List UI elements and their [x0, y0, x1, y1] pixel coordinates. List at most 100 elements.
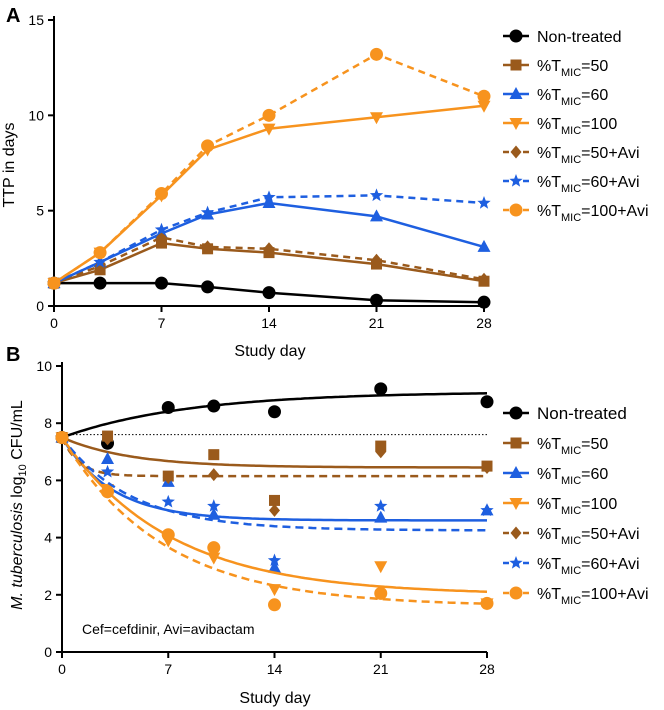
panel-b-point-t50 — [208, 449, 220, 461]
panel-b-fit-t50a — [60, 436, 487, 478]
panel-b-legend-prefix: %T — [537, 526, 561, 543]
panel-b-series-t100a — [55, 431, 494, 612]
panel-b-x-tick-label: 7 — [164, 661, 172, 677]
panel-b-legend-sub: MIC — [561, 535, 581, 547]
panel-b-legend-marker-circle — [509, 406, 523, 420]
panel-b-point-t100a — [480, 596, 494, 610]
panel-b-legend-prefix: %T — [537, 466, 561, 483]
panel-b-ylabel-sub: 10 — [17, 464, 29, 476]
panel-b-legend-suffix: =50+Avi — [581, 526, 639, 543]
panel-a-point-t60 — [477, 239, 491, 252]
panel-b-point-t60a — [374, 499, 388, 512]
panel-b-fit-t60 — [60, 436, 487, 522]
panel-b-y-tick-label: 4 — [44, 530, 52, 546]
panel-b-legend-suffix: =100 — [581, 496, 617, 513]
panel-a-legend-item-t60a: %TMIC=60+Avi — [503, 174, 640, 195]
panel-a-legend-marker-circle — [509, 29, 523, 43]
panel-b-point-t50a — [162, 471, 174, 485]
panel-a-legend-sub: MIC — [561, 125, 581, 137]
panel-a-legend-item-t60: %TMIC=60 — [503, 87, 608, 108]
panel-b-point-t60a — [267, 553, 282, 567]
panel-a-x-tick-label: 28 — [476, 315, 492, 331]
panel-a-legend-marker-square — [510, 59, 522, 71]
panel-a-point-t100a — [262, 108, 276, 122]
panel-a-legend-item-t50: %TMIC=50 — [503, 58, 608, 79]
panel-b-fit-t50 — [61, 436, 487, 469]
panel-a-point-t50a — [478, 272, 490, 286]
panel-b-point-t100a — [207, 541, 221, 555]
panel-b-legend-sub: MIC — [561, 565, 581, 577]
panel-b-legend-label: %TMIC=60 — [537, 466, 608, 487]
panel-b-y-tick-label: 0 — [44, 644, 52, 660]
panel-b-y-tick-label: 8 — [44, 415, 52, 431]
panel-b-legend-label: %TMIC=50+Avi — [537, 526, 640, 547]
panel-a-legend-sub: MIC — [561, 154, 581, 166]
panel-a-point-t50a — [202, 240, 214, 254]
panel-b-ylabel-unit: CFU/mL — [9, 400, 26, 464]
panel-b-point-nt — [374, 382, 388, 396]
panel-a-point-t60 — [262, 196, 276, 209]
panel-a-point-t100a — [93, 246, 107, 260]
panel-a-x-tick-label: 21 — [369, 315, 385, 331]
panel-a-y-tick-label: 10 — [28, 107, 44, 123]
panel-a-legend-label: %TMIC=50 — [537, 58, 608, 79]
panel-a-point-t100 — [262, 123, 276, 136]
panel-b-legend-prefix: %T — [537, 436, 561, 453]
panel-a-legend-suffix: =60 — [581, 87, 608, 104]
panel-b-point-t50a — [481, 461, 493, 475]
panel-b-legend-label: Non-treated — [537, 404, 627, 423]
panel-a-legend-label: %TMIC=60+Avi — [537, 174, 640, 195]
panel-b-legend-sub: MIC — [561, 475, 581, 487]
panel-b-legend-prefix: %T — [537, 556, 561, 573]
panel-b-legend-item-t60a: %TMIC=60+Avi — [503, 556, 640, 577]
panel-a-point-t100 — [477, 100, 491, 113]
panel-a-point-t60 — [370, 209, 383, 222]
panel-b-legend-marker-triangle-down — [509, 498, 523, 510]
panel-b-point-t100 — [374, 561, 388, 574]
panel-b-point-nt — [268, 405, 281, 419]
panel-a-point-nt — [201, 280, 215, 294]
panel-a-legend-prefix: %T — [537, 203, 561, 220]
panel-a-legend-label: %TMIC=60 — [537, 87, 608, 108]
panel-a-legend-item-t50a: %TMIC=50+Avi — [503, 145, 640, 166]
panel-a-point-t60a — [369, 188, 384, 202]
panel-b-fit-t60a — [61, 436, 488, 532]
panel-b-point-t60a — [207, 499, 221, 512]
panel-a-point-t100a — [47, 276, 61, 290]
panel-b-y-tick-label: 6 — [44, 472, 52, 488]
panel-a-y-tick-label: 0 — [36, 298, 44, 314]
panel-a-ylabel: TTP in days — [1, 122, 18, 207]
panel-a-point-t100 — [370, 112, 383, 125]
panel-b-legend-item-t50a: %TMIC=50+Avi — [503, 526, 640, 547]
panel-a-legend-suffix: =50+Avi — [581, 145, 639, 162]
panel-a-label: A — [6, 5, 20, 27]
panel-a-legend-suffix: =100+Avi — [581, 203, 648, 220]
panel-b-point-t60 — [101, 451, 115, 464]
panel-b-legend-item-t60: %TMIC=60 — [503, 466, 608, 487]
panel-b-point-t100 — [268, 584, 281, 597]
panel-b-legend-marker-circle — [509, 586, 523, 600]
panel-a-legend-sub: MIC — [561, 96, 581, 108]
panel-b-point-t50a — [102, 432, 114, 446]
panel-a-point-nt — [93, 276, 107, 290]
panel-b-series-t50a — [56, 431, 493, 517]
panel-a-legend-prefix: %T — [537, 116, 561, 133]
panel-b-legend-label: %TMIC=100+Avi — [537, 586, 649, 607]
panel-a-point-t100a — [370, 47, 383, 61]
panel-b-legend-prefix: %T — [537, 586, 561, 603]
panel-b-point-t50a — [375, 445, 387, 459]
panel-a-y-tick-label: 15 — [28, 12, 44, 28]
panel-b-ylabel-log: log — [9, 476, 26, 502]
panel-b-x-tick-label: 14 — [267, 661, 283, 677]
panel-b-legend-marker-triangle-up — [509, 466, 523, 478]
panel-a-legend-marker-diamond — [510, 145, 522, 159]
panel-b-ylabel: M. tuberculosis log10 CFU/mL — [9, 400, 29, 610]
panel-a-legend-sub: MIC — [561, 67, 581, 79]
panel-b-point-t60 — [207, 507, 221, 520]
panel-b-point-t50a — [269, 503, 280, 517]
panel-a-legend-marker-triangle-down — [509, 118, 523, 130]
panel-a-legend-label: %TMIC=50+Avi — [537, 145, 640, 166]
panel-b-legend-suffix: =50 — [581, 436, 608, 453]
panel-b-y-tick-label: 2 — [44, 587, 52, 603]
